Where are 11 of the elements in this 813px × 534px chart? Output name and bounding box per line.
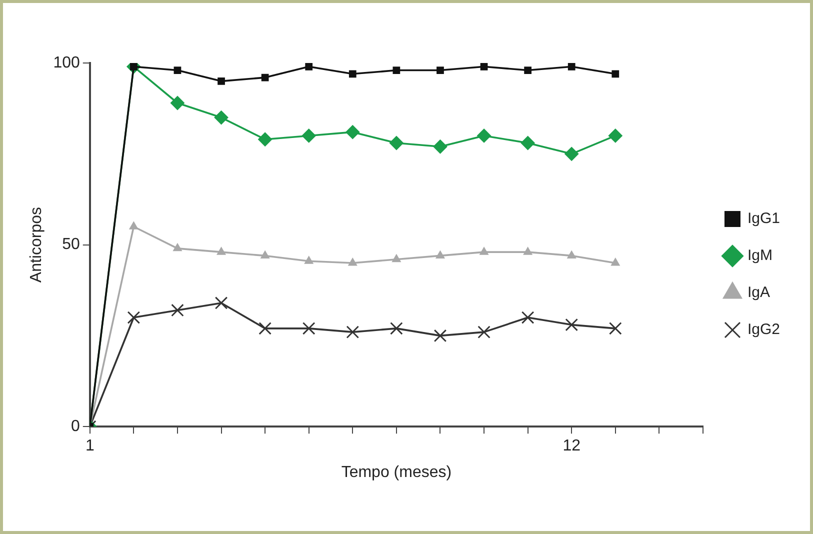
legend-label: IgG1: [747, 210, 780, 228]
x-tick-label: 12: [562, 438, 581, 455]
legend-label: IgM: [747, 247, 772, 264]
x-tick-label: 1: [85, 438, 94, 455]
legend-label: IgA: [747, 284, 770, 302]
x-axis-title: Tempo (meses): [341, 464, 452, 481]
legend-label: IgG2: [747, 321, 780, 338]
y-tick-label: 50: [62, 236, 80, 254]
y-axis-title: Anticorpos: [28, 207, 46, 283]
y-tick-label: 100: [53, 54, 80, 72]
y-tick-label: 0: [70, 418, 80, 436]
